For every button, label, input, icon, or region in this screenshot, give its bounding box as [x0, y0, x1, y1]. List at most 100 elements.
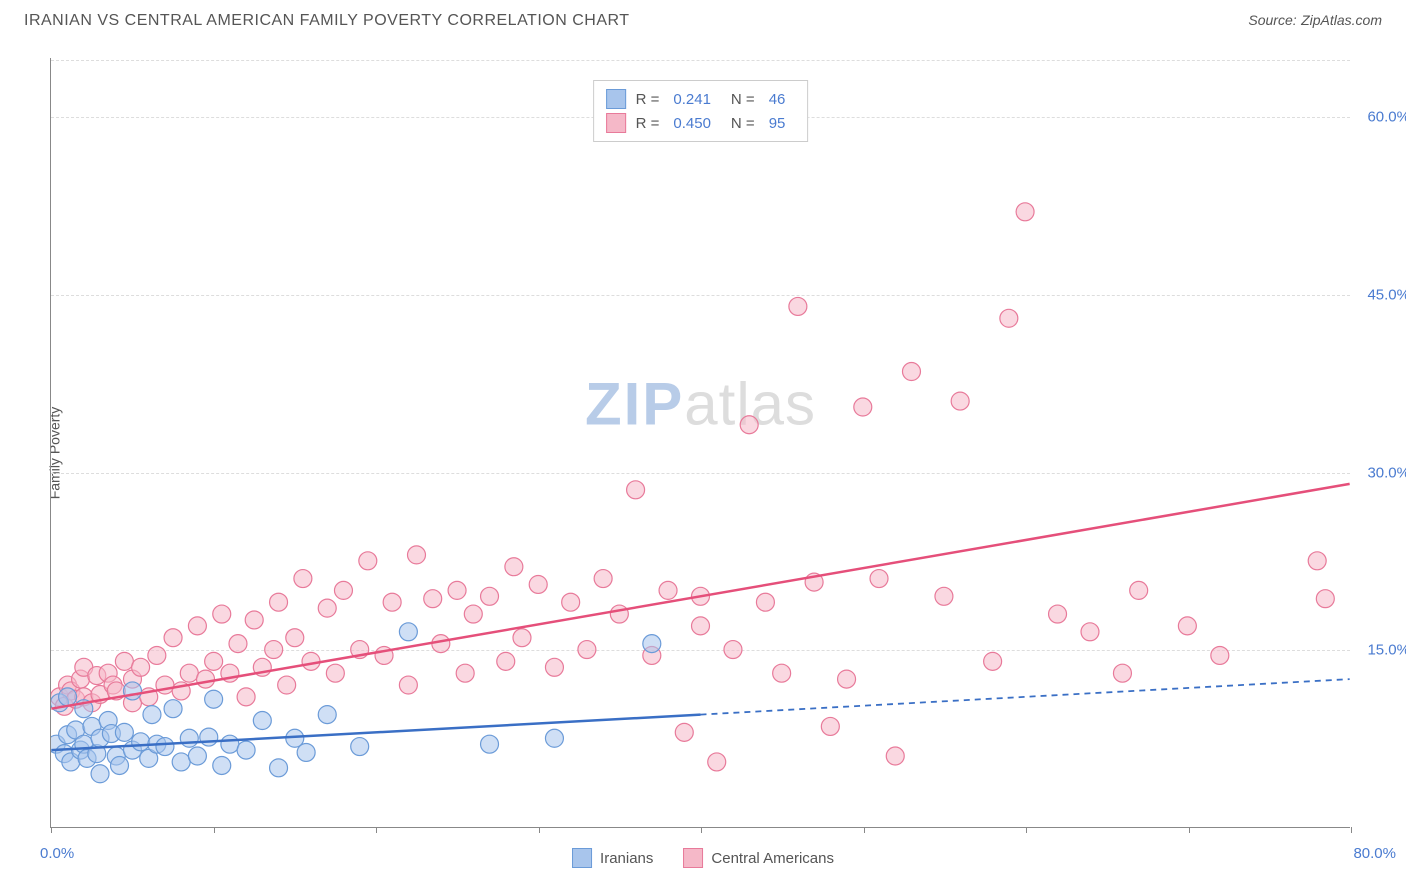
data-point-iranians: [156, 738, 174, 756]
data-point-central_americans: [229, 635, 247, 653]
data-point-central_americans: [578, 641, 596, 659]
data-point-iranians: [164, 700, 182, 718]
data-point-central_americans: [456, 664, 474, 682]
data-point-central_americans: [854, 398, 872, 416]
data-point-central_americans: [740, 416, 758, 434]
legend-swatch-central-americans: [606, 113, 626, 133]
data-point-central_americans: [1016, 203, 1034, 221]
data-point-central_americans: [1000, 309, 1018, 327]
data-point-central_americans: [1113, 664, 1131, 682]
data-point-central_americans: [334, 581, 352, 599]
data-point-central_americans: [1178, 617, 1196, 635]
data-point-iranians: [481, 735, 499, 753]
legend-row-series1: R = 0.241 N = 46: [606, 87, 796, 111]
source-attribution: Source: ZipAtlas.com: [1248, 12, 1382, 30]
legend-n-label-2: N =: [731, 115, 755, 132]
data-point-central_americans: [821, 717, 839, 735]
legend-n-value-1: 46: [769, 91, 786, 108]
source-label: Source:: [1248, 12, 1296, 28]
data-point-central_americans: [951, 392, 969, 410]
data-point-central_americans: [756, 593, 774, 611]
x-tick: [1351, 827, 1352, 833]
x-tick: [539, 827, 540, 833]
data-point-iranians: [643, 635, 661, 653]
data-point-central_americans: [359, 552, 377, 570]
data-point-central_americans: [448, 581, 466, 599]
data-point-iranians: [200, 728, 218, 746]
legend-correlation-box: R = 0.241 N = 46 R = 0.450 N = 95: [593, 80, 809, 142]
data-point-central_americans: [294, 570, 312, 588]
data-point-central_americans: [594, 570, 612, 588]
legend-swatch-central-americans-bottom: [683, 848, 703, 868]
legend-label-central-americans: Central Americans: [711, 850, 834, 867]
plot-svg: [51, 58, 1350, 827]
data-point-iranians: [253, 712, 271, 730]
data-point-central_americans: [1316, 590, 1334, 608]
data-point-central_americans: [286, 629, 304, 647]
data-point-iranians: [143, 706, 161, 724]
y-tick-label: 30.0%: [1367, 464, 1406, 481]
legend-r-label-2: R =: [636, 115, 660, 132]
data-point-iranians: [297, 743, 315, 761]
legend-swatch-iranians-bottom: [572, 848, 592, 868]
data-point-iranians: [205, 690, 223, 708]
y-tick-label: 60.0%: [1367, 109, 1406, 126]
x-tick: [1026, 827, 1027, 833]
trend-line-dash-iranians: [701, 679, 1350, 714]
data-point-central_americans: [886, 747, 904, 765]
y-tick-label: 45.0%: [1367, 286, 1406, 303]
legend-bottom: Iranians Central Americans: [572, 848, 834, 868]
data-point-central_americans: [132, 658, 150, 676]
data-point-central_americans: [432, 635, 450, 653]
data-point-central_americans: [180, 664, 198, 682]
data-point-iranians: [111, 756, 129, 774]
legend-swatch-iranians: [606, 89, 626, 109]
data-point-central_americans: [188, 617, 206, 635]
data-point-central_americans: [627, 481, 645, 499]
data-point-central_americans: [610, 605, 628, 623]
data-point-central_americans: [513, 629, 531, 647]
source-value: ZipAtlas.com: [1301, 12, 1382, 28]
legend-item-iranians: Iranians: [572, 848, 653, 868]
data-point-central_americans: [902, 363, 920, 381]
data-point-central_americans: [1308, 552, 1326, 570]
x-axis-min-label: 0.0%: [40, 845, 74, 862]
data-point-iranians: [180, 729, 198, 747]
data-point-central_americans: [464, 605, 482, 623]
legend-r-value-2: 0.450: [673, 115, 711, 132]
data-point-central_americans: [935, 587, 953, 605]
x-tick: [376, 827, 377, 833]
x-tick: [864, 827, 865, 833]
data-point-central_americans: [205, 652, 223, 670]
trend-line-central_americans: [51, 484, 1349, 709]
legend-n-value-2: 95: [769, 115, 786, 132]
data-point-central_americans: [424, 590, 442, 608]
data-point-central_americans: [562, 593, 580, 611]
data-point-central_americans: [245, 611, 263, 629]
data-point-central_americans: [1049, 605, 1067, 623]
data-point-central_americans: [237, 688, 255, 706]
data-point-iranians: [124, 682, 142, 700]
data-point-central_americans: [497, 652, 515, 670]
data-point-central_americans: [399, 676, 417, 694]
data-point-iranians: [399, 623, 417, 641]
data-point-central_americans: [545, 658, 563, 676]
data-point-central_americans: [1081, 623, 1099, 641]
data-point-iranians: [351, 738, 369, 756]
data-point-central_americans: [408, 546, 426, 564]
data-point-central_americans: [164, 629, 182, 647]
plot-area: ZIPatlas 15.0%30.0%45.0%60.0% R = 0.241 …: [50, 58, 1350, 828]
data-point-central_americans: [278, 676, 296, 694]
data-point-central_americans: [265, 641, 283, 659]
data-point-central_americans: [724, 641, 742, 659]
data-point-central_americans: [838, 670, 856, 688]
data-point-iranians: [318, 706, 336, 724]
legend-r-value-1: 0.241: [673, 91, 711, 108]
x-tick: [51, 827, 52, 833]
x-tick: [1189, 827, 1190, 833]
legend-item-central-americans: Central Americans: [683, 848, 834, 868]
data-point-iranians: [213, 756, 231, 774]
legend-label-iranians: Iranians: [600, 850, 653, 867]
y-tick-label: 15.0%: [1367, 642, 1406, 659]
data-point-central_americans: [115, 652, 133, 670]
